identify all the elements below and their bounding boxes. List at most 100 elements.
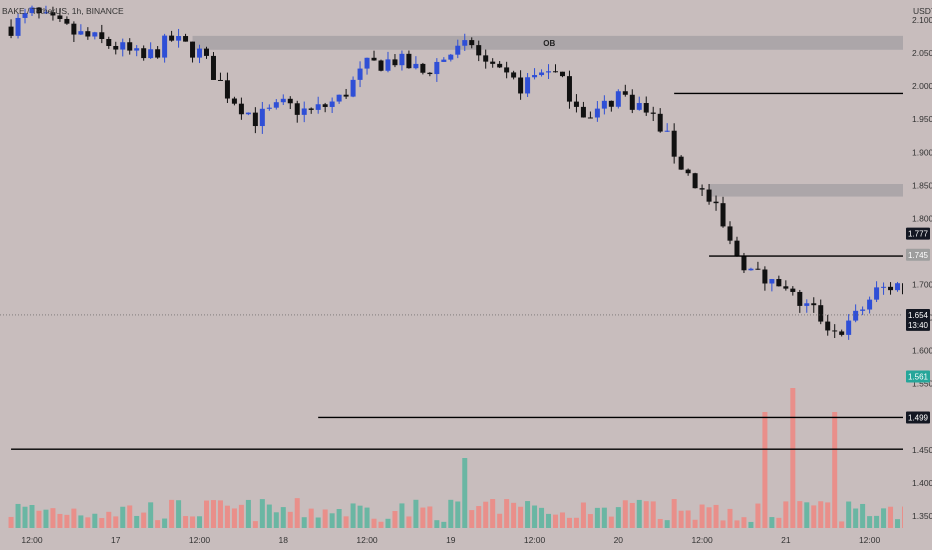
volume-bar [713, 504, 719, 528]
candle-body [329, 101, 335, 107]
candle-body [636, 103, 642, 110]
price-badge [906, 411, 930, 424]
volume-bar [169, 499, 175, 528]
candle-body [469, 40, 475, 46]
x-tick-label: 12:00 [21, 535, 43, 545]
volume-bar [685, 510, 691, 528]
y-tick-label: 1.950 [912, 114, 932, 124]
volume-bar [615, 507, 621, 528]
volume-bar [797, 501, 803, 528]
volume-bar [804, 502, 810, 528]
candle-body [99, 32, 105, 39]
volume-bar [853, 508, 859, 528]
candle-body [832, 330, 838, 332]
candle-body [448, 54, 454, 60]
volume-bar [399, 503, 405, 528]
candle-body [392, 59, 398, 66]
candle-body [580, 106, 586, 118]
volume-bar [636, 499, 642, 528]
candle-body [280, 98, 286, 103]
volume-bar [741, 517, 747, 528]
candle-body [15, 17, 21, 36]
candle-body [357, 68, 363, 80]
y-tick-label: 1.450 [912, 445, 932, 455]
volume-bar [881, 508, 887, 528]
candle-body [245, 112, 251, 115]
volume-bar [71, 508, 77, 528]
candles-layer [8, 5, 932, 340]
volume-bar [566, 517, 572, 528]
volume-bar [559, 512, 565, 528]
candle-body [183, 36, 189, 42]
candle-body [427, 72, 433, 75]
candle-body [113, 45, 119, 50]
candle-body [134, 48, 140, 51]
volume-bar [434, 520, 440, 528]
y-tick-label: 1.600 [912, 346, 932, 356]
y-tick-label: 2.100 [912, 15, 932, 25]
candle-body [231, 98, 237, 104]
candle-body [176, 36, 182, 41]
volume-bar [217, 500, 223, 528]
volume-bar [769, 517, 775, 528]
volume-bar [427, 506, 433, 528]
candle-body [671, 130, 677, 157]
volume-bar [448, 499, 454, 528]
candle-body [608, 100, 614, 107]
volume-bar [113, 516, 119, 528]
candle-body [587, 117, 593, 119]
candle-body [406, 53, 412, 69]
volume-bar [343, 516, 349, 528]
volume-bar [378, 521, 384, 528]
x-tick-label: 12:00 [189, 535, 211, 545]
volume-bar [148, 502, 154, 528]
volume-bar [818, 501, 824, 528]
candle-body [664, 130, 670, 132]
volume-bar [643, 501, 649, 528]
volume-bar [273, 512, 279, 528]
volume-bar [699, 504, 705, 528]
candle-body [699, 188, 705, 190]
candle-body [455, 45, 461, 55]
candle-body [594, 108, 600, 118]
candle-body [287, 98, 293, 104]
volume-bar [532, 505, 538, 528]
candle-body [217, 79, 223, 81]
candle-body [734, 240, 740, 256]
candle-body [29, 7, 35, 14]
volume-bar [539, 507, 545, 528]
volume-bar [245, 499, 251, 528]
candle-body [748, 268, 754, 271]
x-tick-label: 19 [446, 535, 456, 545]
candle-body [573, 101, 579, 107]
candle-body [148, 49, 154, 59]
volume-bar [43, 509, 49, 528]
candle-body [441, 59, 447, 62]
candle-body [622, 91, 628, 95]
candle-body [643, 103, 649, 113]
candle-body [371, 57, 377, 61]
volume-bar [720, 520, 726, 528]
volume-bar [587, 514, 593, 528]
volume-bar [825, 502, 831, 528]
volume-bar [392, 511, 398, 528]
candle-body [413, 63, 419, 69]
volume-bar [525, 501, 531, 528]
volume-bar [210, 500, 216, 528]
candle-body [197, 48, 203, 58]
candle-body [169, 35, 175, 41]
candle-body [36, 7, 42, 14]
x-tick-label: 12:00 [859, 535, 881, 545]
candle-body [853, 310, 859, 321]
candle-body [343, 94, 349, 97]
candle-body [615, 91, 621, 107]
candle-body [546, 71, 552, 73]
volume-bar [120, 506, 126, 528]
candle-body [315, 104, 321, 110]
volume-bar [518, 506, 524, 528]
candle-body [266, 107, 272, 109]
volume-bar [224, 505, 230, 528]
candle-body [846, 320, 852, 335]
volume-bar [141, 512, 147, 528]
